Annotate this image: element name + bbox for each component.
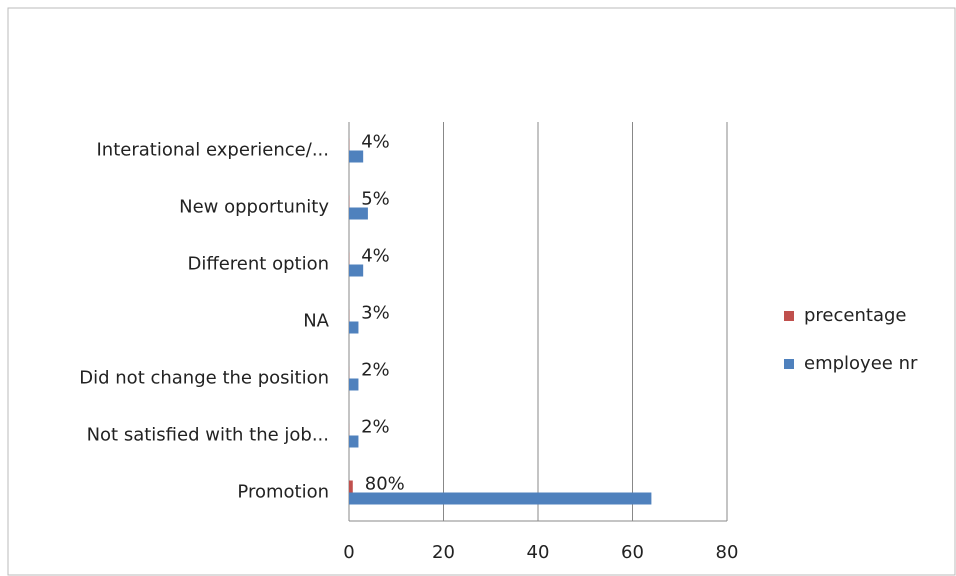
y-tick-label: Not satisfied with the job...	[87, 425, 329, 446]
data-label: 4%	[361, 246, 390, 267]
data-label: 80%	[365, 474, 405, 495]
bar	[349, 480, 353, 493]
bar	[349, 264, 364, 277]
legend-swatch	[784, 311, 794, 321]
data-label: 2%	[361, 417, 390, 438]
data-label: 3%	[361, 303, 390, 324]
legend-label: employee nr	[804, 353, 918, 374]
bar	[349, 435, 359, 448]
y-tick-label: NA	[303, 311, 329, 332]
x-tick-label: 0	[343, 542, 354, 563]
y-tick-label: Interational experience/...	[96, 140, 329, 161]
y-tick-label: Promotion	[237, 482, 329, 503]
bar	[349, 492, 652, 505]
data-label: 5%	[361, 189, 390, 210]
chart-border	[7, 7, 956, 576]
bar	[349, 321, 359, 334]
y-tick-label: Different option	[187, 254, 329, 275]
data-label: 4%	[361, 132, 390, 153]
x-tick-label: 20	[432, 542, 455, 563]
data-label: 2%	[361, 360, 390, 381]
x-tick-label: 60	[621, 542, 644, 563]
y-tick-label: Did not change the position	[79, 368, 329, 389]
legend-label: precentage	[804, 305, 906, 326]
x-tick-label: 40	[527, 542, 550, 563]
bar	[349, 207, 368, 220]
y-tick-label: New opportunity	[179, 197, 329, 218]
bar	[349, 150, 364, 163]
legend-swatch	[784, 359, 794, 369]
bar	[349, 378, 359, 391]
x-tick-label: 80	[716, 542, 739, 563]
